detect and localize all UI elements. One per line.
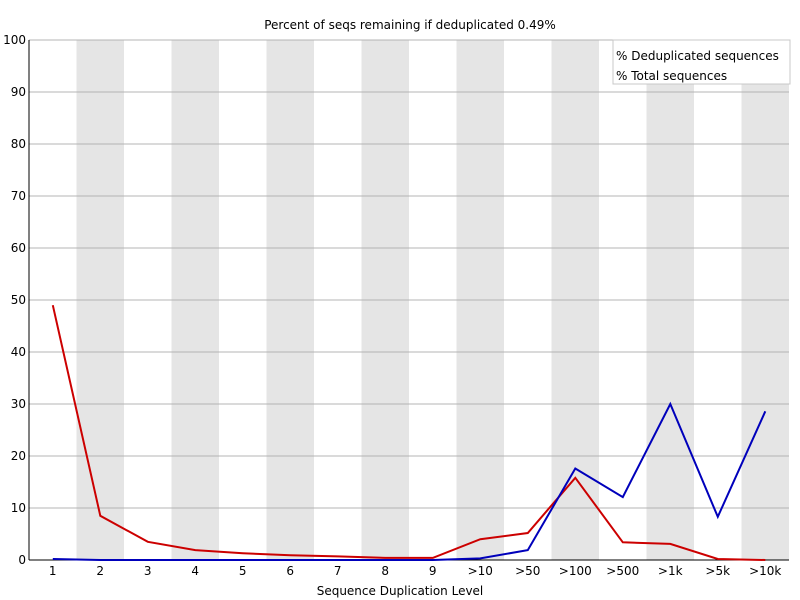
x-tick-label: >5k: [705, 564, 730, 578]
y-tick-label: 100: [3, 33, 26, 47]
y-tick-label: 20: [11, 449, 26, 463]
x-tick-label: 2: [96, 564, 104, 578]
series-line-0: [51, 304, 766, 561]
legend-entry-total: % Total sequences: [616, 69, 727, 83]
x-tick-label: >1k: [658, 564, 683, 578]
y-tick-labels: 0 10 20 30 40 50 60 70 80 90 100: [3, 33, 26, 567]
y-tick-label: 60: [11, 241, 26, 255]
y-tick-label: 80: [11, 137, 26, 151]
x-tick-label: >100: [559, 564, 592, 578]
x-tick-label: >500: [606, 564, 639, 578]
y-tick-label: 30: [11, 397, 26, 411]
y-tick-label: 0: [18, 553, 26, 567]
y-tick-label: 10: [11, 501, 26, 515]
x-tick-label: 3: [144, 564, 152, 578]
chart-title: Percent of seqs remaining if deduplicate…: [264, 18, 556, 32]
y-tick-label: 50: [11, 293, 26, 307]
x-tick-label: 7: [334, 564, 342, 578]
y-tick-label: 90: [11, 85, 26, 99]
x-tick-label: 9: [429, 564, 437, 578]
x-tick-label: 4: [191, 564, 199, 578]
y-tick-label: 70: [11, 189, 26, 203]
x-tick-label: >10: [468, 564, 493, 578]
series-line-1: [52, 401, 767, 561]
series-lines: [51, 304, 767, 561]
legend-box: [612, 39, 791, 85]
x-tick-label: 1: [49, 564, 57, 578]
x-tick-label: 8: [381, 564, 389, 578]
legend: % Deduplicated sequences % Total sequenc…: [612, 39, 791, 85]
x-tick-label: >50: [515, 564, 540, 578]
x-tick-label: 6: [286, 564, 294, 578]
x-tick-label: >10k: [749, 564, 781, 578]
x-tick-labels: 1 2 3 4 5 6 7 8 9 >10 >50 >100 >500 >1k >5k >10k: [49, 564, 782, 578]
legend-entry-deduplicated: % Deduplicated sequences: [616, 49, 779, 63]
y-tick-label: 40: [11, 345, 26, 359]
x-axis-label: Sequence Duplication Level: [317, 584, 484, 598]
x-tick-label: 5: [239, 564, 247, 578]
